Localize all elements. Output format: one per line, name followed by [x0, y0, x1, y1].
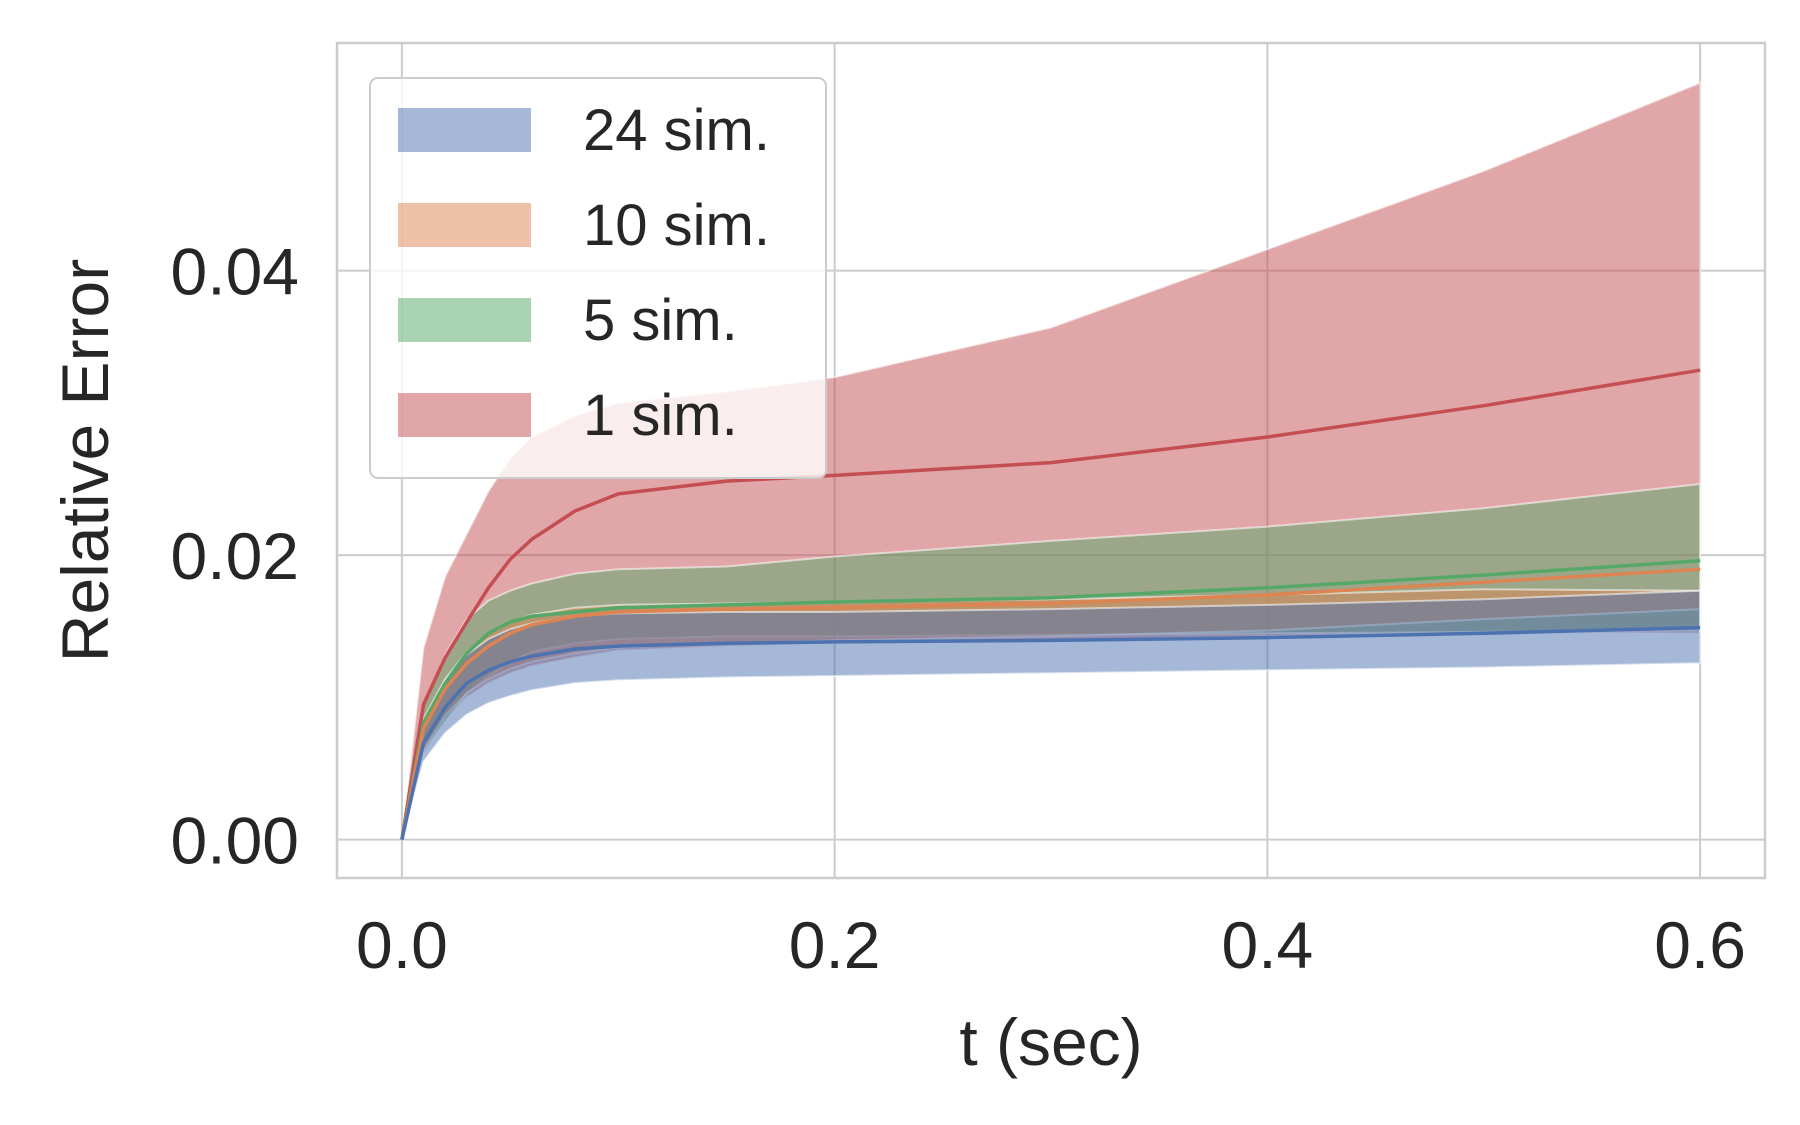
mean-line-24-sim — [400, 625, 1701, 840]
legend-swatch-1-sim — [398, 393, 531, 437]
y-axis-label: Relative Error — [48, 259, 122, 662]
plot-frame — [335, 41, 1767, 880]
y-tick-labels: 0.00 0.02 0.04 — [171, 235, 299, 878]
x-tick-label: 0.6 — [1654, 908, 1746, 982]
x-tick-label: 0.4 — [1221, 908, 1313, 982]
legend-label-10-sim: 10 sim. — [583, 193, 770, 258]
mean-line-1-sim — [400, 368, 1701, 840]
band-24-sim — [400, 589, 1702, 840]
x-tick-label: 0.0 — [356, 908, 448, 982]
legend-swatch-5-sim — [398, 298, 531, 342]
legend-label-24-sim: 24 sim. — [583, 98, 770, 163]
y-tick-label: 0.04 — [171, 235, 299, 309]
legend-label-5-sim: 5 sim. — [583, 288, 738, 353]
legend-swatch-10-sim — [398, 203, 531, 247]
legend-frame — [369, 77, 827, 479]
y-tick-label: 0.02 — [171, 519, 299, 593]
x-tick-label: 0.2 — [789, 908, 881, 982]
x-tick-labels: 0.0 0.2 0.4 0.6 — [356, 908, 1746, 982]
legend-swatch-24-sim — [398, 108, 531, 152]
legend-label-1-sim: 1 sim. — [583, 383, 738, 448]
mean-line-5-sim — [400, 559, 1701, 840]
y-tick-label: 0.00 — [171, 804, 299, 878]
mean-line-10-sim — [400, 567, 1701, 840]
mean-lines — [400, 368, 1701, 840]
x-axis-label: t (sec) — [959, 1005, 1142, 1079]
legend: 24 sim. 10 sim. 5 sim. 1 sim. — [369, 77, 827, 479]
